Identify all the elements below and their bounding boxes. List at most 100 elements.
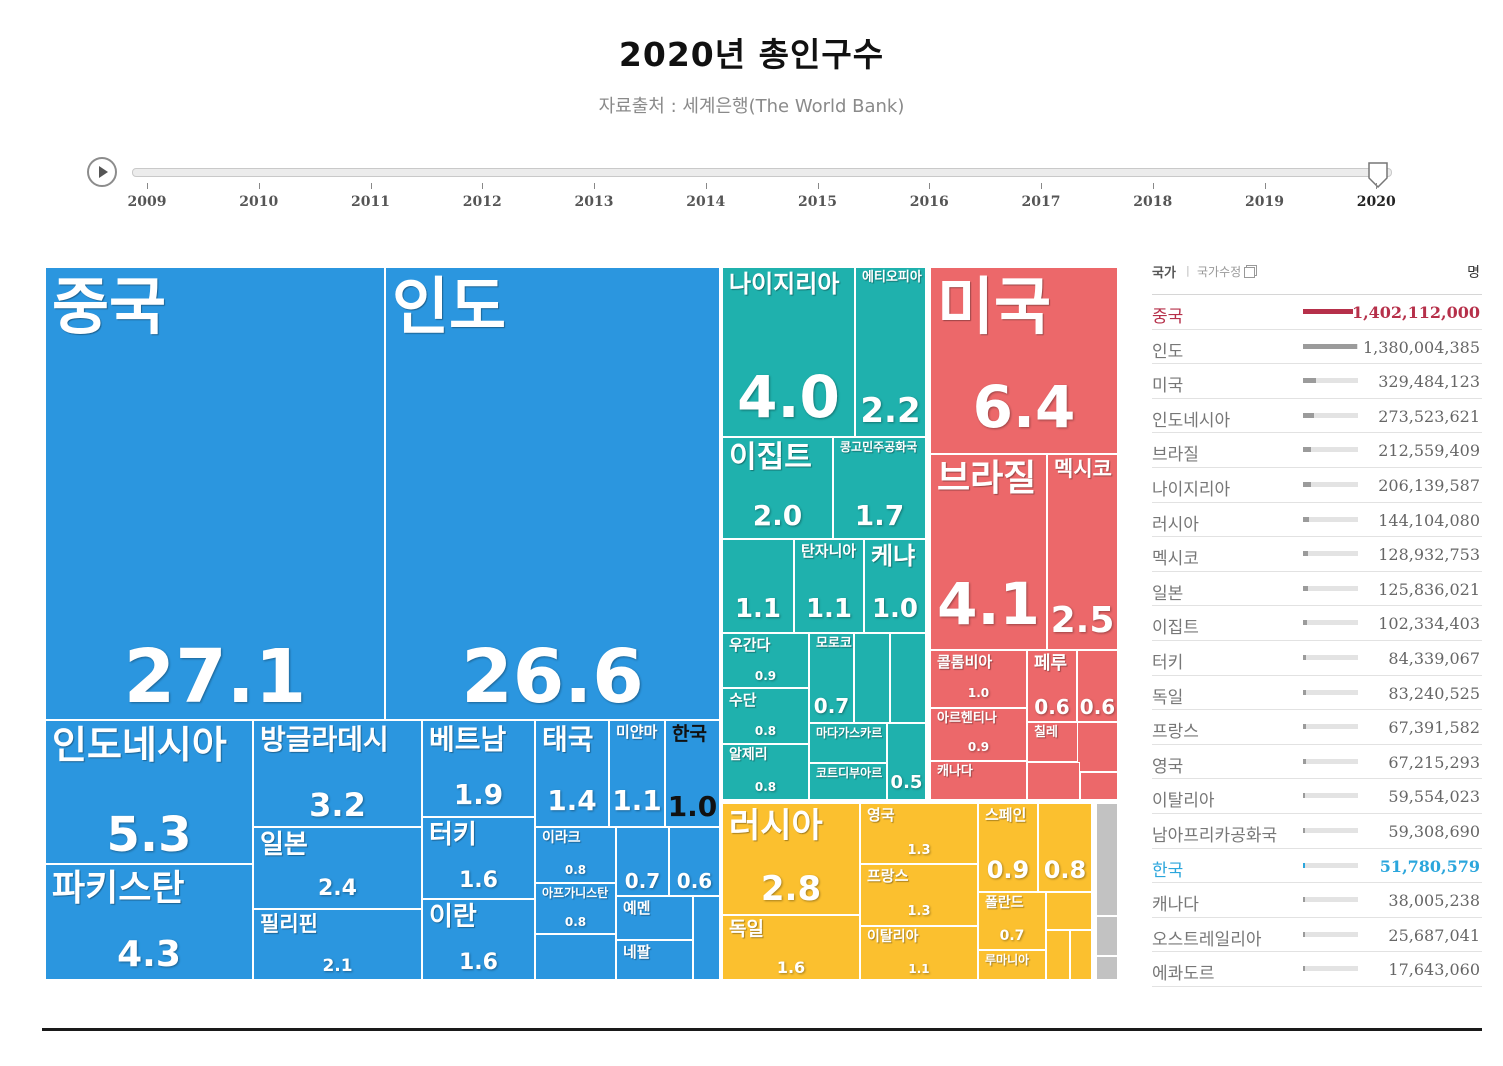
timeline-year-2012[interactable]: 2012 (462, 194, 502, 210)
treemap-cell[interactable]: 인도네시아 5.3 (45, 720, 253, 864)
timeline-year-2009[interactable]: 2009 (127, 194, 167, 210)
treemap-cell[interactable]: 수단 0.8 (722, 688, 809, 744)
treemap-cell[interactable]: 필리핀 2.1 (253, 909, 422, 980)
treemap-cell[interactable]: 콜롬비아 1.0 (930, 650, 1027, 708)
legend-row[interactable]: 일본 125,836,021 (1152, 572, 1482, 607)
timeline-year-2011[interactable]: 2011 (351, 194, 390, 210)
treemap-cell[interactable]: 스페인 0.9 (978, 803, 1038, 892)
treemap-filler-cell[interactable] (1096, 803, 1118, 916)
treemap-filler-cell[interactable] (1046, 892, 1092, 930)
treemap-cell[interactable]: 칠레 (1027, 722, 1080, 762)
treemap-cell[interactable]: 캐나다 (930, 761, 1027, 800)
treemap-cell[interactable]: 러시아 2.8 (722, 803, 860, 915)
treemap-cell[interactable]: 중국 27.1 (45, 267, 385, 720)
treemap-cell[interactable]: 루마니아 (978, 950, 1046, 980)
treemap-cell[interactable]: 태국 1.4 (535, 720, 609, 827)
timeline-year-2019[interactable]: 2019 (1245, 194, 1284, 210)
timeline-year-2018[interactable]: 2018 (1133, 194, 1173, 210)
treemap-cell[interactable]: 인도 26.6 (385, 267, 720, 720)
treemap-cell[interactable]: 아프가니스탄 0.8 (535, 883, 616, 934)
treemap-cell[interactable]: 폴란드 0.7 (978, 892, 1046, 950)
legend-row[interactable]: 터키 84,339,067 (1152, 641, 1482, 676)
treemap-filler-cell[interactable] (1077, 722, 1118, 772)
treemap-cell[interactable]: 방글라데시 3.2 (253, 720, 422, 827)
treemap-cell[interactable]: 일본 2.4 (253, 827, 422, 909)
treemap-cell[interactable]: 예멘 (616, 896, 693, 940)
treemap-cell[interactable]: 한국 1.0 (665, 720, 720, 827)
treemap-cell[interactable]: 미얀마 1.1 (609, 720, 665, 827)
treemap-cell[interactable]: 우간다 0.9 (722, 633, 809, 688)
treemap-cell[interactable]: 나이지리아 4.0 (722, 267, 855, 437)
treemap-cell[interactable]: 페루 0.6 (1027, 650, 1077, 722)
treemap-cell[interactable]: 0.7 (616, 827, 669, 896)
treemap-cell[interactable]: 케냐 1.0 (864, 539, 926, 633)
treemap-cell[interactable]: 베트남 1.9 (422, 720, 535, 817)
timeline-year-2020[interactable]: 2020 (1356, 194, 1396, 210)
treemap-cell[interactable]: 코트디부아르 (809, 763, 887, 800)
legend-row[interactable]: 러시아 144,104,080 (1152, 503, 1482, 538)
treemap-cell[interactable]: 0.6 (1077, 650, 1118, 722)
treemap-cell[interactable]: 탄자니아 1.1 (794, 539, 864, 633)
treemap-filler-cell[interactable] (535, 934, 616, 980)
treemap-cell[interactable]: 알제리 0.8 (722, 744, 809, 800)
timeline-year-2013[interactable]: 2013 (574, 194, 614, 210)
treemap-filler-cell[interactable] (1096, 916, 1118, 956)
legend-row[interactable]: 이집트 102,334,403 (1152, 606, 1482, 641)
edit-countries-button[interactable]: 국가수정 (1197, 263, 1256, 280)
treemap-cell[interactable]: 영국 1.3 (860, 803, 978, 864)
treemap-cell[interactable]: 독일 1.6 (722, 915, 860, 980)
legend-row[interactable]: 남아프리카공화국 59,308,690 (1152, 814, 1482, 849)
treemap-cell[interactable]: 아르헨티나 0.9 (930, 708, 1027, 761)
legend-row[interactable]: 캐나다 38,005,238 (1152, 883, 1482, 918)
treemap-cell[interactable]: 콩고민주공화국 1.7 (833, 437, 926, 539)
treemap-cell[interactable]: 마다가스카르 (809, 723, 887, 763)
treemap-cell[interactable]: 이집트 2.0 (722, 437, 833, 539)
legend-row[interactable]: 한국 51,780,579 (1152, 849, 1482, 884)
legend-row[interactable]: 인도네시아 273,523,621 (1152, 399, 1482, 434)
treemap-filler-cell[interactable] (1046, 930, 1070, 980)
treemap-cell[interactable]: 0.6 (669, 827, 720, 896)
legend-row[interactable]: 중국 1,402,112,000 (1152, 295, 1482, 330)
treemap-filler-cell[interactable] (1096, 956, 1118, 980)
timeline-year-2017[interactable]: 2017 (1021, 194, 1061, 210)
play-button[interactable] (87, 157, 117, 187)
treemap-filler-cell[interactable] (890, 633, 926, 723)
treemap-cell[interactable]: 0.8 (1038, 803, 1092, 892)
treemap-cell[interactable]: 이라크 0.8 (535, 827, 616, 883)
treemap-filler-cell[interactable] (1080, 772, 1118, 800)
treemap-cell[interactable]: 이탈리아 1.1 (860, 926, 978, 980)
legend-row[interactable]: 오스트레일리아 25,687,041 (1152, 918, 1482, 953)
timeline-slider-track[interactable] (132, 168, 1392, 177)
treemap-cell[interactable]: 1.1 (722, 539, 794, 633)
treemap-cell[interactable]: 멕시코 2.5 (1047, 454, 1118, 650)
timeline-year-2010[interactable]: 2010 (239, 194, 279, 210)
treemap-cell[interactable]: 네팔 (616, 940, 693, 980)
timeline-year-2015[interactable]: 2015 (798, 194, 837, 210)
legend-row[interactable]: 멕시코 128,932,753 (1152, 537, 1482, 572)
treemap-cell[interactable]: 모로코 0.7 (809, 633, 854, 723)
treemap-filler-cell[interactable] (693, 896, 720, 980)
treemap-cell[interactable]: 프랑스 1.3 (860, 864, 978, 926)
treemap-filler-cell[interactable] (854, 633, 890, 723)
legend-row[interactable]: 독일 83,240,525 (1152, 676, 1482, 711)
legend-row[interactable]: 인도 1,380,004,385 (1152, 330, 1482, 365)
treemap-filler-cell[interactable] (1027, 762, 1080, 800)
treemap-cell[interactable]: 터키 1.6 (422, 817, 535, 899)
timeline-year-2016[interactable]: 2016 (909, 194, 949, 210)
treemap-filler-cell[interactable] (1070, 930, 1092, 980)
treemap-cell[interactable]: 미국 6.4 (930, 267, 1118, 454)
legend-row[interactable]: 미국 329,484,123 (1152, 364, 1482, 399)
treemap-cell[interactable]: 이란 1.6 (422, 899, 535, 980)
legend-row[interactable]: 에콰도르 17,643,060 (1152, 952, 1482, 987)
legend-row[interactable]: 브라질 212,559,409 (1152, 433, 1482, 468)
treemap-cell[interactable]: 0.5 (887, 723, 926, 800)
treemap-cell[interactable]: 에티오피아 2.2 (855, 267, 926, 437)
treemap-cell[interactable]: 파키스탄 4.3 (45, 864, 253, 980)
legend-row[interactable]: 프랑스 67,391,582 (1152, 710, 1482, 745)
legend-row[interactable]: 영국 67,215,293 (1152, 745, 1482, 780)
legend-row[interactable]: 이탈리아 59,554,023 (1152, 779, 1482, 814)
legend-row[interactable]: 나이지리아 206,139,587 (1152, 468, 1482, 503)
treemap-cell[interactable]: 브라질 4.1 (930, 454, 1047, 650)
timeline-year-2014[interactable]: 2014 (686, 194, 726, 210)
timeline-slider-handle[interactable] (1368, 162, 1388, 188)
